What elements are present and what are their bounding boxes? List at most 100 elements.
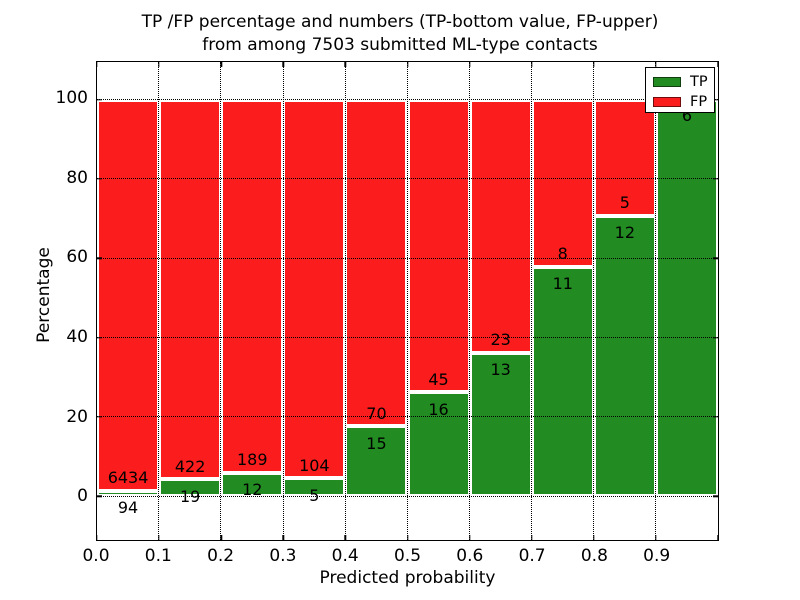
bar-fp-segment xyxy=(345,99,408,427)
y-tick xyxy=(97,416,102,418)
bar-label-tp: 19 xyxy=(179,487,201,506)
x-tick xyxy=(530,535,533,540)
bar-tp-segment xyxy=(159,479,222,497)
bar-label-fp: 8 xyxy=(557,243,568,263)
gridline-vertical xyxy=(344,62,346,540)
y-tick-label: 20 xyxy=(66,406,88,427)
y-tick xyxy=(97,178,102,180)
bar-fp-segment xyxy=(283,99,346,479)
x-tick xyxy=(220,535,222,540)
bar-fp-segment xyxy=(221,99,284,473)
bar-label-tp: 5 xyxy=(309,485,320,505)
bar-label-tp: 16 xyxy=(428,399,449,419)
x-tick-label: 0.6 xyxy=(456,546,484,566)
x-tick-label: 0.0 xyxy=(82,546,110,566)
chart-title: TP /FP percentage and numbers (TP-bottom… xyxy=(0,11,800,57)
gridline-vertical xyxy=(530,62,532,540)
y-tick xyxy=(713,257,718,260)
x-tick-label: 0.1 xyxy=(144,546,172,566)
x-tick xyxy=(282,62,284,67)
gridline-vertical xyxy=(158,62,160,540)
bar-tp-segment xyxy=(469,353,532,497)
x-tick xyxy=(468,62,471,67)
legend: TP FP xyxy=(645,67,715,113)
legend-item-fp: FP xyxy=(653,93,714,110)
y-tick-label: 0 xyxy=(77,486,88,507)
bar-tp-segment xyxy=(97,490,160,497)
gridline-vertical xyxy=(593,62,594,540)
bar-label-fp: 422 xyxy=(174,457,206,477)
y-tick xyxy=(713,416,718,418)
y-tick xyxy=(97,495,102,498)
x-tick xyxy=(96,62,98,67)
y-tick xyxy=(713,495,718,498)
bar-label-fp: 45 xyxy=(428,369,449,389)
y-tick-label: 100 xyxy=(55,87,88,108)
bar-fp-segment xyxy=(593,99,656,217)
gridline-vertical xyxy=(406,62,408,540)
gridline-vertical xyxy=(655,62,657,540)
bar-label-fp: 104 xyxy=(299,455,330,475)
legend-item-tp: TP xyxy=(653,73,714,90)
x-tick-label: 0.7 xyxy=(518,546,546,566)
bar-tp-segment xyxy=(345,426,408,497)
y-tick xyxy=(97,336,102,339)
bar-fp-segment xyxy=(159,99,222,480)
x-tick-label: 0.4 xyxy=(331,546,359,566)
x-tick-label: 0.5 xyxy=(393,546,422,566)
x-tick xyxy=(406,62,409,67)
bar-label-tp: 94 xyxy=(117,498,139,518)
chart-title-line2: from among 7503 submitted ML-type contac… xyxy=(202,35,598,55)
x-axis-label: Predicted probability xyxy=(319,568,496,588)
x-tick xyxy=(655,535,657,540)
y-tick-label: 80 xyxy=(66,167,88,188)
gridline-vertical xyxy=(220,62,222,540)
x-tick xyxy=(655,62,657,67)
chart-title-line1: TP /FP percentage and numbers (TP-bottom… xyxy=(141,12,659,32)
x-tick-label: 0.8 xyxy=(580,546,608,566)
bar-fp-segment xyxy=(469,99,532,354)
x-tick xyxy=(220,62,222,67)
bar-label-tp: 11 xyxy=(552,273,573,293)
bar-label-fp: 189 xyxy=(236,450,268,470)
x-tick xyxy=(344,62,347,67)
bar-tp-segment xyxy=(407,392,470,497)
x-tick xyxy=(717,535,719,540)
x-tick xyxy=(158,62,160,67)
bar-tp-segment xyxy=(531,266,594,497)
bar-fp-segment xyxy=(531,99,594,267)
legend-label-fp: FP xyxy=(690,93,708,110)
bar-label-tp: 13 xyxy=(490,360,511,380)
x-tick xyxy=(593,62,595,67)
bar-label-fp: 70 xyxy=(366,403,387,423)
bar-label-fp: 6434 xyxy=(107,468,149,488)
tp-swatch-icon xyxy=(653,76,681,87)
bar-label-tp: 12 xyxy=(614,222,636,242)
gridline-vertical xyxy=(282,62,284,540)
bar-label-fp: 23 xyxy=(490,330,511,350)
legend-label-tp: TP xyxy=(690,73,708,90)
y-tick-label: 60 xyxy=(66,247,88,268)
y-tick xyxy=(97,257,102,260)
x-tick xyxy=(468,535,471,540)
bar-label-tp: 12 xyxy=(242,480,263,500)
x-tick-label: 0.9 xyxy=(643,546,671,566)
bar-label-tp: 6 xyxy=(681,105,693,125)
x-tick xyxy=(717,62,719,67)
x-tick-label: 0.3 xyxy=(269,546,297,566)
x-tick xyxy=(158,535,160,540)
fp-swatch-icon xyxy=(653,96,681,107)
x-tick xyxy=(344,535,347,540)
bar-tp-segment xyxy=(283,478,346,497)
x-tick xyxy=(96,535,98,540)
x-tick xyxy=(406,535,409,540)
y-tick xyxy=(713,336,718,339)
bar-fp-segment xyxy=(97,99,160,491)
bar-label-tp: 15 xyxy=(366,433,387,453)
x-tick-label: 0.2 xyxy=(207,546,235,566)
y-tick xyxy=(713,178,718,180)
gridline-vertical xyxy=(468,62,470,540)
plot-area: 6434 94 422 19 189 12 104 5 70 15 45 16 23 13 8 11 5 12 6 xyxy=(96,61,719,541)
x-tick xyxy=(530,62,533,67)
